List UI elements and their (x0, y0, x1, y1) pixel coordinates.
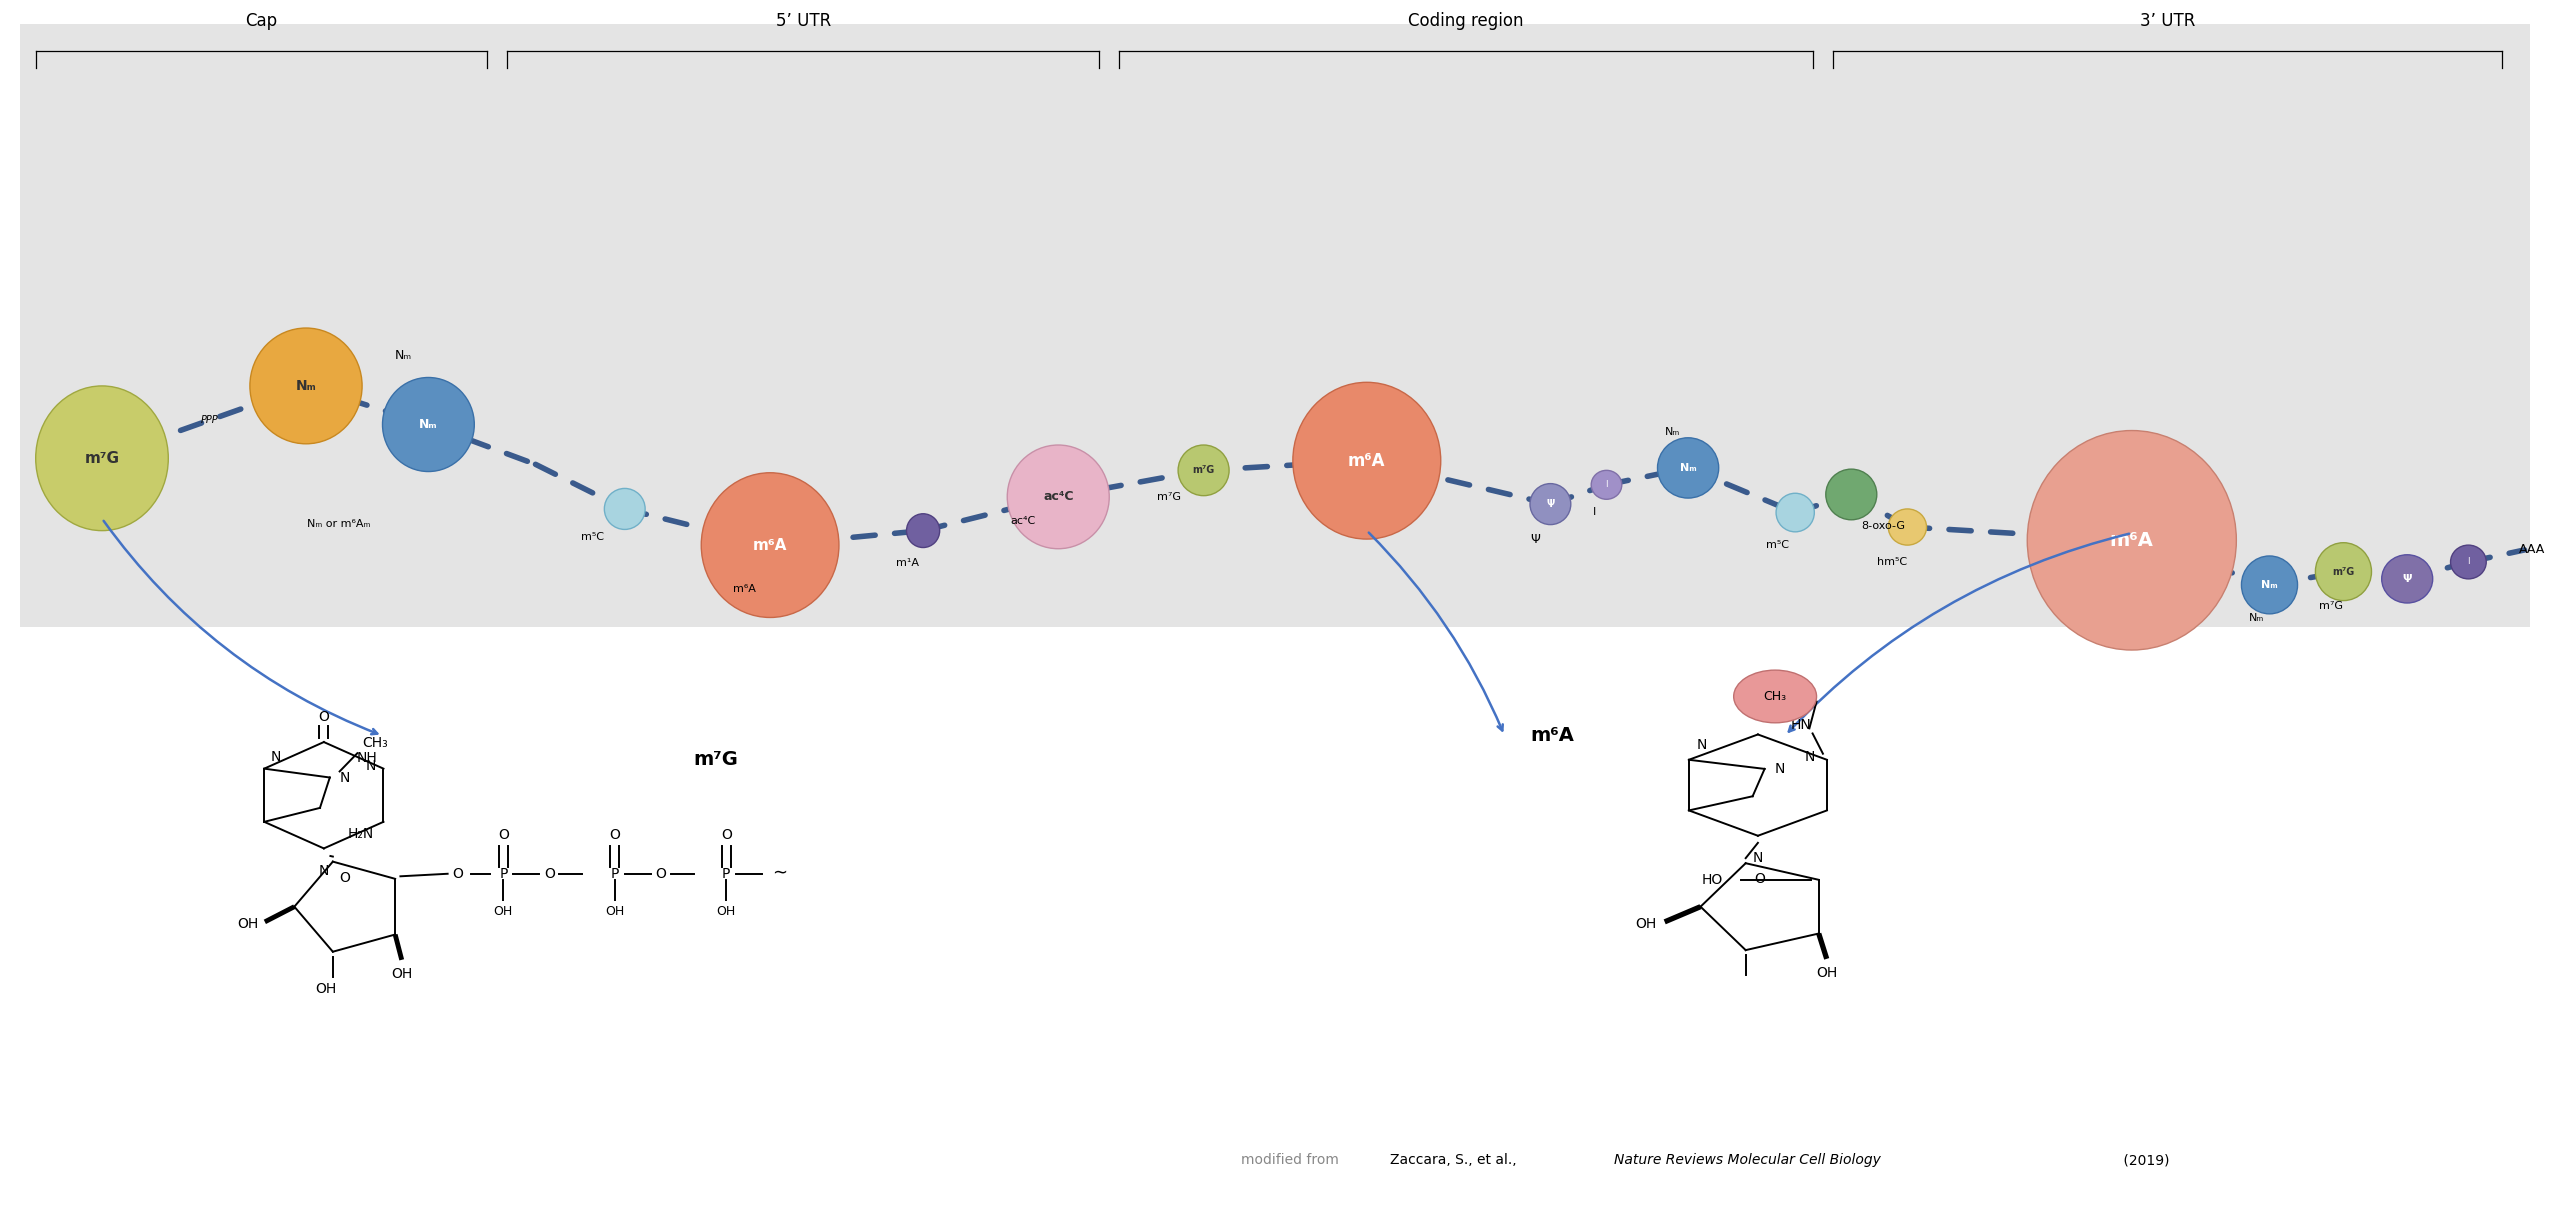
Ellipse shape (2451, 545, 2486, 579)
Text: m¹A: m¹A (895, 558, 921, 568)
Text: I: I (1594, 507, 1596, 516)
Circle shape (1734, 671, 1816, 722)
Text: Cap: Cap (245, 12, 278, 30)
Text: OH: OH (495, 906, 513, 918)
Text: m⁶A: m⁶A (1530, 726, 1573, 745)
Text: N: N (1752, 851, 1762, 865)
Text: Nₘ: Nₘ (395, 349, 411, 362)
Text: modified from: modified from (1242, 1153, 1339, 1167)
Text: O: O (1754, 872, 1765, 885)
Text: Nₘ: Nₘ (296, 379, 316, 393)
Text: m⁷G: m⁷G (1193, 466, 1214, 475)
Text: OH: OH (1635, 918, 1658, 931)
Text: m⁶A: m⁶A (2109, 531, 2155, 550)
Text: OH: OH (316, 982, 337, 996)
Text: HN: HN (1790, 718, 1810, 732)
Text: Nₘ: Nₘ (2262, 580, 2277, 590)
Ellipse shape (2315, 543, 2372, 601)
Text: P: P (609, 867, 620, 880)
Ellipse shape (2382, 555, 2433, 603)
Text: (2019): (2019) (2119, 1153, 2170, 1167)
Text: m⁶A: m⁶A (734, 584, 755, 593)
Text: Nature Reviews Molecular Cell Biology: Nature Reviews Molecular Cell Biology (1614, 1153, 1882, 1167)
Text: OH: OH (237, 918, 258, 931)
Text: P: P (500, 867, 507, 880)
Ellipse shape (1658, 438, 1719, 498)
Ellipse shape (1591, 470, 1622, 499)
Text: OH: OH (717, 906, 737, 918)
Text: N: N (270, 750, 280, 763)
Text: NH: NH (357, 750, 377, 765)
Text: CH₃: CH₃ (1765, 690, 1788, 703)
Text: H₂N: H₂N (347, 827, 375, 841)
Text: Coding region: Coding region (1408, 12, 1525, 30)
Text: m⁷G: m⁷G (1158, 492, 1181, 502)
Text: N: N (1775, 762, 1785, 775)
Ellipse shape (1826, 469, 1877, 520)
Text: ac⁴C: ac⁴C (1043, 491, 1074, 503)
Text: Nₘ: Nₘ (418, 418, 439, 431)
Text: O: O (497, 829, 510, 842)
Text: m⁵C: m⁵C (581, 532, 604, 541)
Text: 5’ UTR: 5’ UTR (775, 12, 831, 30)
Ellipse shape (1293, 382, 1441, 539)
Ellipse shape (1775, 493, 1813, 532)
Text: Nₘ: Nₘ (1665, 427, 1680, 437)
Text: Nₘ: Nₘ (2249, 613, 2264, 622)
Text: O: O (655, 867, 666, 880)
FancyBboxPatch shape (20, 24, 2530, 627)
Text: m⁵C: m⁵C (1765, 540, 1790, 550)
Ellipse shape (1178, 445, 1229, 496)
Text: m⁷G: m⁷G (2333, 567, 2354, 576)
Text: CH₃: CH₃ (362, 736, 388, 750)
Text: m⁶A: m⁶A (1349, 452, 1385, 469)
Text: OH: OH (390, 967, 413, 982)
Text: 3’ UTR: 3’ UTR (2139, 12, 2196, 30)
Ellipse shape (604, 488, 645, 529)
Text: OH: OH (604, 906, 625, 918)
Ellipse shape (250, 328, 362, 444)
Text: N: N (365, 759, 375, 773)
Text: 8-oxo-G: 8-oxo-G (1862, 521, 1905, 531)
Text: HO: HO (1701, 873, 1724, 886)
Ellipse shape (701, 473, 839, 617)
Ellipse shape (908, 514, 938, 548)
Text: Ψ: Ψ (2402, 574, 2412, 584)
Ellipse shape (2027, 431, 2236, 650)
Ellipse shape (382, 377, 474, 472)
Text: N: N (1696, 738, 1708, 753)
Text: ac⁴C: ac⁴C (1010, 516, 1035, 526)
Text: Nₘ: Nₘ (1680, 463, 1696, 473)
Text: m⁷G: m⁷G (84, 451, 120, 466)
Text: N: N (319, 863, 329, 878)
Text: O: O (609, 829, 620, 842)
Ellipse shape (2241, 556, 2298, 614)
Text: m⁶A: m⁶A (752, 538, 788, 552)
Ellipse shape (1007, 445, 1109, 549)
Text: OH: OH (1816, 966, 1839, 980)
Text: m⁷G: m⁷G (2318, 601, 2343, 610)
Text: O: O (451, 867, 464, 880)
Text: Ψ: Ψ (1545, 499, 1556, 509)
Text: N: N (1752, 706, 1762, 719)
Text: Ψ: Ψ (1530, 533, 1540, 546)
Text: O: O (543, 867, 556, 880)
Text: hm⁵C: hm⁵C (1877, 557, 1907, 567)
Text: ∼: ∼ (773, 865, 788, 883)
Text: Zaccara, S., et al.,: Zaccara, S., et al., (1390, 1153, 1520, 1167)
Text: N: N (1805, 750, 1816, 765)
Ellipse shape (1887, 509, 1928, 545)
Ellipse shape (36, 386, 168, 531)
Text: O: O (319, 710, 329, 725)
Text: Nₘ or m⁶Aₘ: Nₘ or m⁶Aₘ (309, 519, 370, 528)
Text: O: O (339, 871, 349, 885)
Ellipse shape (1530, 484, 1571, 525)
Text: P: P (722, 867, 729, 880)
Text: O: O (722, 829, 732, 842)
Text: m⁷G: m⁷G (694, 750, 739, 769)
Text: N: N (339, 771, 349, 785)
Text: PPP: PPP (201, 415, 217, 425)
Text: AAA: AAA (2519, 544, 2545, 556)
